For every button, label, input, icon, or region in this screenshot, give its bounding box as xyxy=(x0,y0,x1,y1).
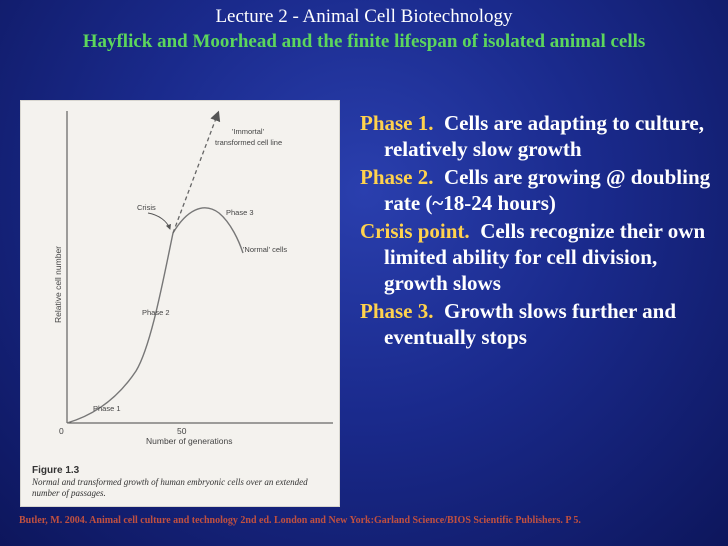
crisis-pointer xyxy=(147,212,171,230)
bullet-phase-1-text: Cells are adapting to culture, relativel… xyxy=(384,111,704,161)
crisis-label: Crisis xyxy=(137,203,156,212)
bullet-phase-3: Phase 3. Growth slows further and eventu… xyxy=(360,298,720,350)
slide-subtitle: Hayflick and Moorhead and the finite lif… xyxy=(82,31,646,52)
bullet-phase-2-label: Phase 2. xyxy=(360,165,434,189)
x-tick-50: 50 xyxy=(177,426,187,436)
x-axis-label: Number of generations xyxy=(146,436,232,446)
immortal-label: 'Immortal' xyxy=(232,127,265,136)
immortal-line-arrow xyxy=(172,110,221,234)
bullet-phase-2-text: Cells are growing @ doubling rate (~18-2… xyxy=(384,165,711,215)
citation-footer: Butler, M. 2004. Animal cell culture and… xyxy=(19,515,581,526)
bullet-phase-1-label: Phase 1. xyxy=(360,111,434,135)
growth-curve-figure: 'Immortal' transformed cell line Crisis … xyxy=(20,100,340,507)
phase-2-label: Phase 2 xyxy=(142,308,170,317)
figure-caption: Figure 1.3 Normal and transformed growth… xyxy=(32,465,332,499)
figure-number: Figure 1.3 xyxy=(32,465,80,476)
x-tick-0: 0 xyxy=(59,426,64,436)
y-axis-label: Relative cell number xyxy=(53,246,63,323)
normal-cells-curve xyxy=(172,207,244,254)
phase-bullet-list: Phase 1. Cells are adapting to culture, … xyxy=(360,110,720,352)
phase-1-2-curve xyxy=(66,232,174,424)
immortal-label-line2: transformed cell line xyxy=(215,138,282,147)
bullet-phase-3-label: Phase 3. xyxy=(360,299,434,323)
bullet-phase-1: Phase 1. Cells are adapting to culture, … xyxy=(360,110,720,162)
bullet-crisis-point-label: Crisis point. xyxy=(360,219,470,243)
bullet-phase-3-text: Growth slows further and eventually stop… xyxy=(384,299,676,349)
phase-1-label: Phase 1 xyxy=(93,404,121,413)
figure-caption-text: Normal and transformed growth of human e… xyxy=(32,477,308,498)
normal-cells-label: 'Normal' cells xyxy=(243,245,287,254)
lecture-title: Lecture 2 - Animal Cell Biotechnology xyxy=(215,6,513,27)
phase-3-label: Phase 3 xyxy=(226,208,254,217)
bullet-phase-2: Phase 2. Cells are growing @ doubling ra… xyxy=(360,164,720,216)
bullet-crisis-point: Crisis point. Cells recognize their own … xyxy=(360,218,720,296)
bullet-crisis-point-text: Cells recognize their own limited abilit… xyxy=(384,219,706,295)
slide-header: Lecture 2 - Animal Cell Biotechnology Ha… xyxy=(0,6,728,53)
growth-curve-graphic: 'Immortal' transformed cell line Crisis … xyxy=(53,110,333,446)
